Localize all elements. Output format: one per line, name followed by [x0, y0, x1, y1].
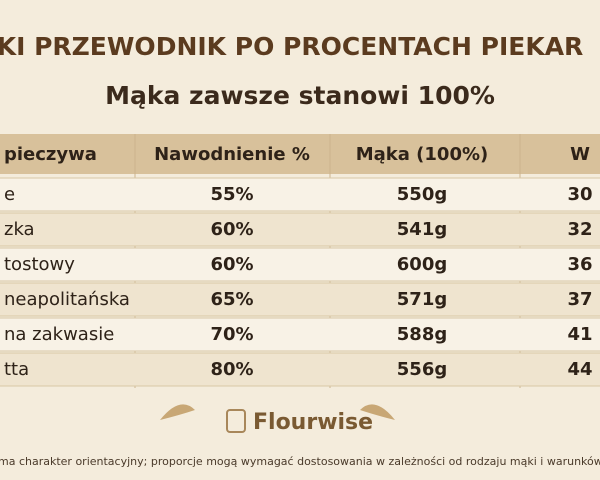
cell-value: 80%	[210, 359, 253, 380]
subtitle: Mąka zawsze stanowi 100%	[105, 81, 495, 110]
column-header: pieczywa	[4, 144, 97, 165]
cell-value: 32	[567, 219, 592, 240]
brand: Flourwise	[253, 410, 373, 435]
cell-value: 70%	[210, 324, 253, 345]
cell-value: 55%	[210, 184, 253, 205]
cell-value: 41	[567, 324, 592, 345]
cell-value: 30	[567, 184, 592, 205]
cell-value: 37	[567, 289, 592, 310]
table-row	[0, 177, 600, 212]
table-row	[0, 282, 600, 317]
table-row	[0, 352, 600, 387]
table-row	[0, 317, 600, 352]
cell-value: 550g	[397, 184, 447, 205]
cell-name: tostowy	[4, 254, 75, 275]
cell-value: 541g	[397, 219, 447, 240]
cell-value: 571g	[397, 289, 447, 310]
cell-name: neapolitańska	[4, 289, 130, 310]
cell-name: na zakwasie	[4, 324, 114, 345]
logo	[160, 404, 395, 433]
table-row	[0, 247, 600, 282]
cell-name: zka	[4, 219, 35, 240]
cell-value: 60%	[210, 219, 253, 240]
cell-value: 36	[567, 254, 592, 275]
cell-name: e	[4, 184, 15, 205]
cell-value: 60%	[210, 254, 253, 275]
column-header: Mąka (100%)	[356, 144, 489, 165]
cell-value: 600g	[397, 254, 447, 275]
header-row	[0, 134, 600, 174]
footnote: ma charakter orientacyjny; proporcje mog…	[0, 455, 600, 468]
cell-value: 556g	[397, 359, 447, 380]
cell-value: 44	[567, 359, 592, 380]
cell-value: 65%	[210, 289, 253, 310]
column-header: Nawodnienie %	[154, 144, 310, 165]
table-row	[0, 212, 600, 247]
title: KI PRZEWODNIK PO PROCENTACH PIEKAR	[0, 32, 583, 61]
column-header: W	[570, 144, 590, 165]
cell-name: tta	[4, 359, 29, 380]
cell-value: 588g	[397, 324, 447, 345]
